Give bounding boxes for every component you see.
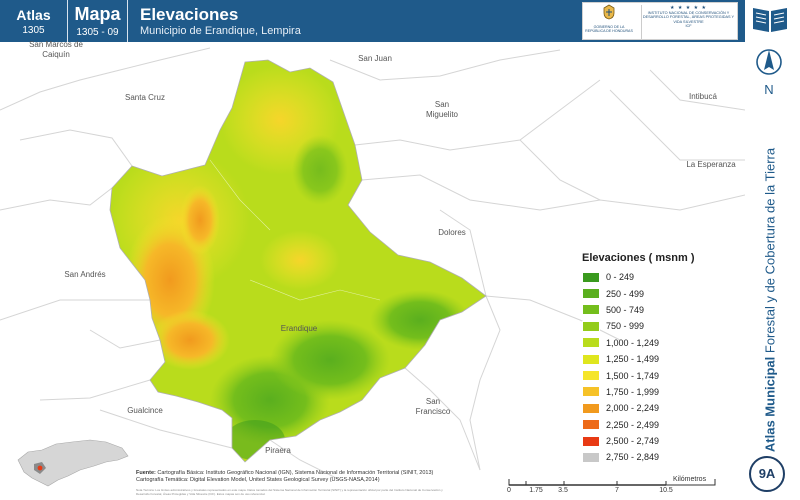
elevation-legend: Elevaciones ( msnm ) 0 - 249 250 - 499 500…: [582, 252, 737, 466]
scale-tick-2: 3.5: [558, 487, 568, 494]
legend-swatch: [582, 435, 600, 447]
legend-label: 2,250 - 2,499: [606, 419, 660, 430]
legend-label: 250 - 499: [606, 288, 645, 299]
source-credits: Fuente: Cartografía Básica: Instituto Ge…: [136, 470, 456, 484]
legend-swatch: [582, 451, 600, 463]
mapa-box: Mapa 1305 - 09: [68, 0, 128, 42]
legend-label: 750 - 999: [606, 321, 645, 332]
legend-rows: 0 - 249 250 - 499 500 - 749 750 - 999 1,000 …: [582, 269, 737, 466]
legend-item: 1,250 - 1,499: [582, 351, 737, 367]
icf-stars: ★ ★ ★ ★ ★: [670, 5, 707, 11]
atlas-vertical-title: Atlas Municipal Forestal y de Cobertura …: [763, 148, 778, 452]
legend-label: 1,250 - 1,499: [606, 354, 660, 365]
institution-logos: GOBIERNO DE LA REPÚBLICA DE HONDURAS ★ ★…: [582, 2, 738, 40]
scale-tick-1: 1.75: [529, 487, 543, 494]
map-canvas: [0, 47, 746, 481]
legend-label: 2,500 - 2,749: [606, 436, 660, 447]
map-title: Elevaciones: [140, 5, 239, 24]
government-seal-icon: [603, 4, 615, 20]
legend-swatch: [582, 370, 600, 382]
legend-item: 750 - 999: [582, 318, 737, 334]
scale-bar: 0 1.75 3.5 7 10.5 Kilómetros: [500, 476, 745, 500]
honduras-inset-map: [17, 439, 129, 487]
legend-label: 2,000 - 2,249: [606, 403, 660, 414]
icf-abbr: ICF: [685, 24, 692, 29]
map-subtitle: Municipio de Erandique, Lempira: [140, 25, 301, 37]
legend-swatch: [582, 419, 600, 431]
icf-logo: ★ ★ ★ ★ ★ INSTITUTO NACIONAL DE CONSERVA…: [641, 5, 735, 39]
atlas-box: Atlas 1305: [0, 0, 68, 42]
place-la-esperanza: La Esperanza: [686, 160, 736, 169]
legend-item: 1,000 - 1,249: [582, 335, 737, 351]
scale-unit: Kilómetros: [673, 476, 707, 483]
source-line-1: Cartografía Básica: Instituto Geográfico…: [157, 470, 434, 476]
source-line-2: Cartografía Temática: Digital Elevation …: [136, 477, 380, 483]
legend-swatch: [582, 402, 600, 414]
legend-label: 1,500 - 1,749: [606, 370, 660, 381]
mapa-label: Mapa: [74, 4, 121, 24]
government-logo: GOBIERNO DE LA REPÚBLICA DE HONDURAS: [585, 4, 633, 38]
icf-logo-text: INSTITUTO NACIONAL DE CONSERVACIÓN Y DES…: [642, 11, 735, 24]
atlas-label: Atlas: [16, 7, 51, 23]
legend-item: 2,750 - 2,849: [582, 449, 737, 465]
scale-tick-3: 7: [615, 487, 619, 494]
legend-swatch: [582, 271, 600, 283]
technical-notes: Nota Técnica: Los límites administrativo…: [136, 488, 443, 496]
place-san-juan: San Juan: [358, 54, 392, 63]
legend-item: 1,500 - 1,749: [582, 367, 737, 383]
place-san-marcos: San Marcos de Caiquín: [29, 40, 83, 59]
neighbor-boundaries: [0, 47, 746, 481]
place-santa-cruz: Santa Cruz: [124, 93, 166, 102]
legend-item: 500 - 749: [582, 302, 737, 318]
header-bar: Atlas 1305 Mapa 1305 - 09 Elevaciones Mu…: [0, 0, 745, 42]
vertical-title-rest: Forestal y de Cobertura de la Tierra: [762, 147, 778, 357]
scale-tick-4: 10.5: [659, 487, 673, 494]
source-label: Fuente:: [136, 470, 156, 476]
vertical-title-bold: Atlas Municipal: [762, 356, 778, 453]
legend-label: 0 - 249: [606, 272, 635, 283]
north-label: N: [764, 82, 773, 97]
place-san-francisco: San Francisco: [415, 397, 451, 416]
page-badge: 9A: [749, 456, 785, 492]
place-intibuca: Intibucá: [688, 92, 718, 101]
legend-swatch: [582, 288, 600, 300]
legend-item: 250 - 499: [582, 285, 737, 301]
atlas-number: 1305: [22, 25, 45, 36]
legend-swatch: [582, 353, 600, 365]
open-book-icon: [753, 8, 787, 32]
legend-swatch: [582, 386, 600, 398]
legend-label: 1,750 - 1,999: [606, 386, 660, 397]
legend-label: 2,750 - 2,849: [606, 452, 660, 463]
place-erandique: Erandique: [280, 324, 318, 333]
legend-swatch: [582, 304, 600, 316]
legend-item: 0 - 249: [582, 269, 737, 285]
place-dolores: Dolores: [438, 228, 466, 237]
mapa-number: 1305 - 09: [76, 27, 119, 38]
erandique-location-marker: [37, 465, 43, 471]
legend-swatch: [582, 320, 600, 332]
place-gualcince: Gualcince: [127, 406, 163, 415]
legend-item: 1,750 - 1,999: [582, 384, 737, 400]
government-logo-text: GOBIERNO DE LA REPÚBLICA DE HONDURAS: [585, 25, 633, 33]
elevation-map: San Marcos de Caiquín Santa Cruz San Jua…: [0, 40, 746, 481]
place-san-miguelito: San Miguelito: [425, 100, 458, 119]
scale-bar-graphic: [508, 479, 716, 486]
legend-item: 2,250 - 2,499: [582, 417, 737, 433]
legend-item: 2,500 - 2,749: [582, 433, 737, 449]
legend-label: 1,000 - 1,249: [606, 337, 660, 348]
legend-label: 500 - 749: [606, 304, 645, 315]
legend-title: Elevaciones ( msnm ): [582, 252, 695, 264]
legend-swatch: [582, 337, 600, 349]
place-piraera: Piraera: [265, 446, 291, 455]
north-arrow-icon: N: [756, 49, 782, 97]
scale-tick-0: 0: [507, 487, 511, 494]
legend-item: 2,000 - 2,249: [582, 400, 737, 416]
place-san-andres: San Andrés: [64, 270, 106, 279]
